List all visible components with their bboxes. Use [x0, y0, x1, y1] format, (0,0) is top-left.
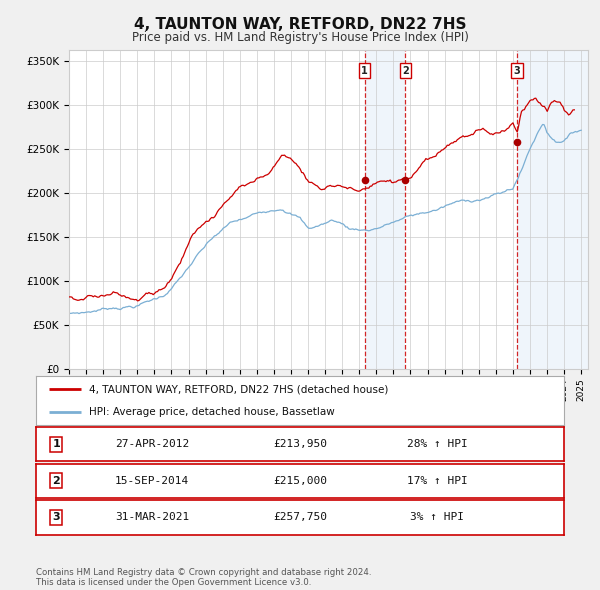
- Text: 3: 3: [514, 66, 521, 76]
- Text: £213,950: £213,950: [273, 440, 327, 449]
- Text: Contains HM Land Registry data © Crown copyright and database right 2024.
This d: Contains HM Land Registry data © Crown c…: [36, 568, 371, 587]
- Text: 27-APR-2012: 27-APR-2012: [115, 440, 189, 449]
- Text: 31-MAR-2021: 31-MAR-2021: [115, 513, 189, 522]
- Text: 28% ↑ HPI: 28% ↑ HPI: [407, 440, 467, 449]
- Text: HPI: Average price, detached house, Bassetlaw: HPI: Average price, detached house, Bass…: [89, 407, 335, 417]
- Text: 17% ↑ HPI: 17% ↑ HPI: [407, 476, 467, 486]
- Bar: [365, 50, 406, 369]
- Text: 3% ↑ HPI: 3% ↑ HPI: [410, 513, 464, 522]
- Text: 4, TAUNTON WAY, RETFORD, DN22 7HS: 4, TAUNTON WAY, RETFORD, DN22 7HS: [134, 17, 466, 31]
- Text: 4, TAUNTON WAY, RETFORD, DN22 7HS (detached house): 4, TAUNTON WAY, RETFORD, DN22 7HS (detac…: [89, 385, 388, 395]
- Text: 15-SEP-2014: 15-SEP-2014: [115, 476, 189, 486]
- Text: 2: 2: [402, 66, 409, 76]
- Bar: [517, 50, 588, 369]
- Text: 2: 2: [52, 476, 60, 486]
- Text: 3: 3: [52, 513, 60, 522]
- Text: £215,000: £215,000: [273, 476, 327, 486]
- Text: 1: 1: [52, 440, 60, 449]
- Text: 1: 1: [361, 66, 368, 76]
- Text: £257,750: £257,750: [273, 513, 327, 522]
- Text: Price paid vs. HM Land Registry's House Price Index (HPI): Price paid vs. HM Land Registry's House …: [131, 31, 469, 44]
